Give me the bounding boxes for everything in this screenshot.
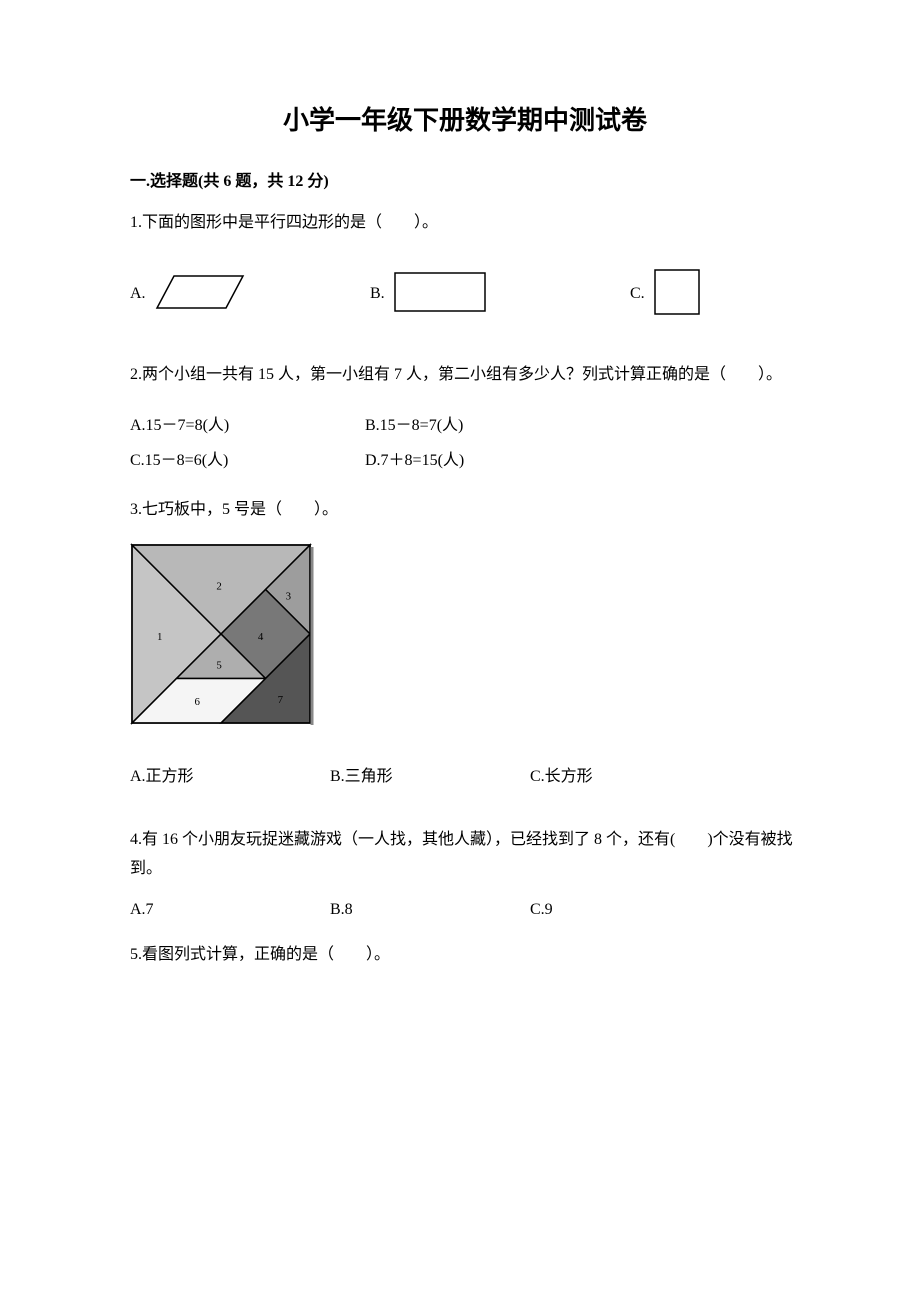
tangram-figure: 1 2 3 4 5 6 7 [130, 543, 800, 732]
svg-text:1: 1 [157, 631, 162, 643]
q2-option-b: B.15－8=7(人) [365, 408, 463, 443]
q4-option-c: C.9 [530, 901, 730, 919]
section-1-header: 一.选择题(共 6 题，共 12 分) [130, 167, 800, 191]
q1-option-b-label: B. [370, 285, 385, 303]
svg-text:2: 2 [216, 580, 221, 592]
square-icon [653, 268, 701, 321]
question-4-options: A.7 B.8 C.9 [130, 901, 800, 919]
q4-option-a: A.7 [130, 901, 330, 919]
question-1-options: A. B. C. [130, 268, 800, 321]
parallelogram-icon [154, 273, 246, 316]
q3-option-a: A.正方形 [130, 762, 330, 786]
question-3-options: A.正方形 B.三角形 C.长方形 [130, 762, 800, 786]
svg-text:7: 7 [278, 694, 284, 706]
svg-text:6: 6 [195, 696, 201, 708]
q1-option-c: C. [630, 268, 800, 321]
q2-option-c: C.15－8=6(人) [130, 443, 365, 478]
q1-option-b: B. [370, 271, 630, 318]
question-4-text: 4.有 16 个小朋友玩捉迷藏游戏（一人找，其他人藏），已经找到了 8 个，还有… [130, 826, 800, 884]
q2-option-d: D.7＋8=15(人) [365, 443, 464, 478]
q1-option-a-label: A. [130, 285, 146, 303]
svg-text:3: 3 [286, 590, 292, 602]
question-3-text: 3.七巧板中，5 号是（ ）。 [130, 496, 800, 525]
question-5-text: 5.看图列式计算，正确的是（ ）。 [130, 941, 800, 970]
q3-option-b: B.三角形 [330, 762, 530, 786]
page-title: 小学一年级下册数学期中测试卷 [130, 100, 800, 137]
q4-option-b: B.8 [330, 901, 530, 919]
q3-option-c: C.长方形 [530, 762, 730, 786]
q2-option-a: A.15－7=8(人) [130, 408, 365, 443]
rectangle-icon [393, 271, 487, 318]
q1-option-a: A. [130, 273, 370, 316]
question-2-options: A.15－7=8(人) B.15－8=7(人) C.15－8=6(人) D.7＋… [130, 408, 800, 478]
question-1-text: 1.下面的图形中是平行四边形的是（ ）。 [130, 209, 800, 238]
question-2-text: 2.两个小组一共有 15 人，第一小组有 7 人，第二小组有多少人？列式计算正确… [130, 361, 800, 390]
svg-text:5: 5 [216, 659, 222, 671]
q1-option-c-label: C. [630, 285, 645, 303]
svg-text:4: 4 [258, 631, 264, 643]
